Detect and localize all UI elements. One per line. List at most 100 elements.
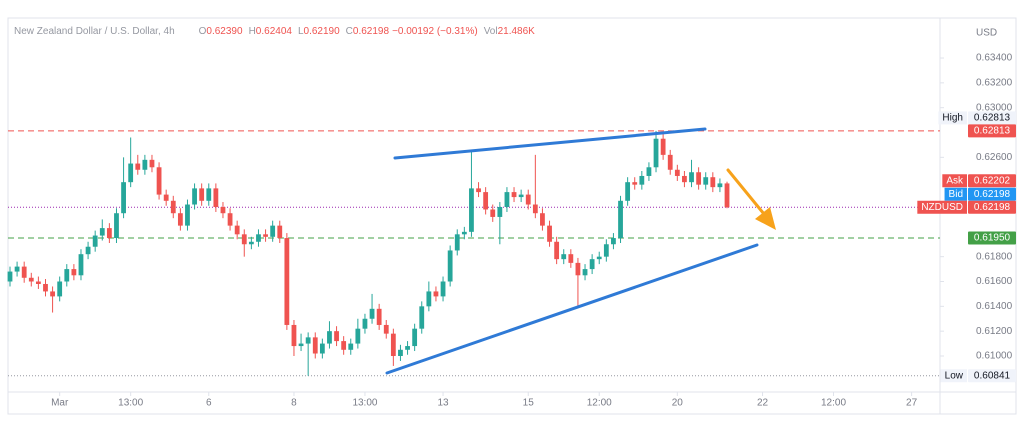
candle-body bbox=[135, 163, 141, 170]
candle-body bbox=[554, 241, 560, 260]
candle-body bbox=[532, 204, 538, 214]
candle-body bbox=[35, 281, 41, 284]
candles bbox=[7, 130, 730, 376]
arrow-shaft bbox=[726, 168, 766, 216]
candle-body bbox=[355, 328, 361, 344]
quote-value: 0.62198 bbox=[352, 26, 390, 37]
price-badge bbox=[968, 231, 1016, 245]
candle-body bbox=[696, 172, 702, 185]
candle-body bbox=[220, 207, 226, 214]
candle-body bbox=[575, 262, 581, 276]
candle-body bbox=[149, 159, 155, 168]
candle-body bbox=[490, 209, 496, 217]
name-badge-label: High bbox=[942, 113, 963, 124]
x-tick-label: 22 bbox=[757, 398, 769, 409]
candle-body bbox=[106, 228, 112, 239]
y-tick-label: 0.62600 bbox=[976, 152, 1013, 163]
candle-body bbox=[589, 259, 595, 270]
candle-body bbox=[185, 204, 190, 226]
price-badge-label: 0.62202 bbox=[974, 175, 1011, 186]
quote-key: C bbox=[345, 26, 353, 37]
candle-body bbox=[611, 238, 616, 245]
quote-value: 0.62404 bbox=[255, 26, 292, 37]
candle-body bbox=[199, 188, 205, 201]
candle-body bbox=[206, 188, 212, 201]
x-tick-label: 15 bbox=[523, 398, 535, 409]
candle-body bbox=[284, 238, 290, 325]
x-tick-label: 13:00 bbox=[352, 398, 377, 409]
y-tick-label: 0.61200 bbox=[976, 326, 1013, 337]
candle-body bbox=[128, 163, 134, 183]
candle-body bbox=[163, 194, 169, 201]
candle-body bbox=[419, 306, 425, 329]
candle-body bbox=[71, 269, 77, 276]
price-badge bbox=[968, 200, 1016, 214]
currency-label: USD bbox=[976, 28, 997, 39]
candle-body bbox=[99, 228, 105, 236]
name-badge-label: Ask bbox=[946, 175, 964, 186]
candle-body bbox=[710, 177, 716, 188]
candle-body bbox=[7, 271, 13, 282]
candle-body bbox=[682, 175, 687, 183]
candle-body bbox=[85, 246, 91, 255]
candle-body bbox=[440, 281, 446, 297]
price-badge-label: 0.62198 bbox=[974, 189, 1011, 200]
candle-body bbox=[483, 192, 489, 210]
candle-body bbox=[28, 277, 34, 282]
quote-key: O bbox=[198, 26, 207, 37]
candle-body bbox=[405, 346, 410, 350]
y-tick-label: 0.61800 bbox=[976, 251, 1013, 262]
candle-body bbox=[540, 213, 545, 226]
candle-body bbox=[362, 318, 368, 329]
x-tick-label: 8 bbox=[291, 398, 297, 409]
y-tick-label: 0.63000 bbox=[976, 102, 1013, 113]
y-tick-label: 0.61600 bbox=[976, 276, 1013, 287]
quote-key: L bbox=[297, 26, 304, 37]
candle-body bbox=[639, 175, 645, 185]
candle-body bbox=[121, 182, 126, 214]
candle-body bbox=[426, 291, 432, 307]
candle-body bbox=[398, 349, 403, 356]
candle-body bbox=[461, 231, 467, 235]
price-badge bbox=[968, 369, 1016, 383]
candle-body bbox=[674, 169, 680, 176]
candle-body bbox=[547, 225, 552, 242]
candle-body bbox=[43, 283, 48, 292]
candle-body bbox=[511, 192, 517, 198]
candle-body bbox=[476, 188, 481, 193]
candle-body bbox=[724, 183, 730, 208]
candle-body bbox=[618, 200, 623, 239]
candle-body bbox=[717, 183, 723, 188]
candle-body bbox=[603, 244, 609, 257]
price-badge-label: 0.62198 bbox=[974, 202, 1011, 213]
candle-body bbox=[334, 331, 339, 342]
candle-body bbox=[646, 167, 652, 176]
candle-body bbox=[376, 308, 382, 325]
candle-body bbox=[305, 337, 311, 344]
candle-body bbox=[412, 328, 418, 347]
volume: 21.486K bbox=[497, 26, 535, 37]
candle-body bbox=[14, 266, 20, 272]
name-badge bbox=[942, 174, 967, 188]
name-badge bbox=[938, 111, 967, 125]
candle-body bbox=[142, 159, 148, 170]
x-tick-label: 13 bbox=[437, 398, 449, 409]
name-badge-label: NZDUSD bbox=[921, 202, 963, 213]
candle-body bbox=[234, 225, 240, 235]
price-badge bbox=[968, 124, 1016, 138]
candle-body bbox=[327, 331, 332, 344]
axes: 0.63400 0.63200 0.63000 0.62600 0.61800 0.616… bbox=[51, 53, 1016, 409]
name-badge bbox=[944, 187, 967, 201]
candle-body bbox=[291, 324, 297, 347]
trend-line bbox=[393, 127, 707, 160]
x-tick-label: 12:00 bbox=[587, 398, 612, 409]
candle-body bbox=[192, 188, 197, 205]
candle-body bbox=[518, 194, 524, 198]
price-badge bbox=[968, 187, 1016, 201]
candle-body bbox=[170, 200, 176, 214]
x-tick-label: 12:00 bbox=[821, 398, 846, 409]
candle-body bbox=[341, 341, 347, 350]
candle-body bbox=[263, 234, 268, 237]
